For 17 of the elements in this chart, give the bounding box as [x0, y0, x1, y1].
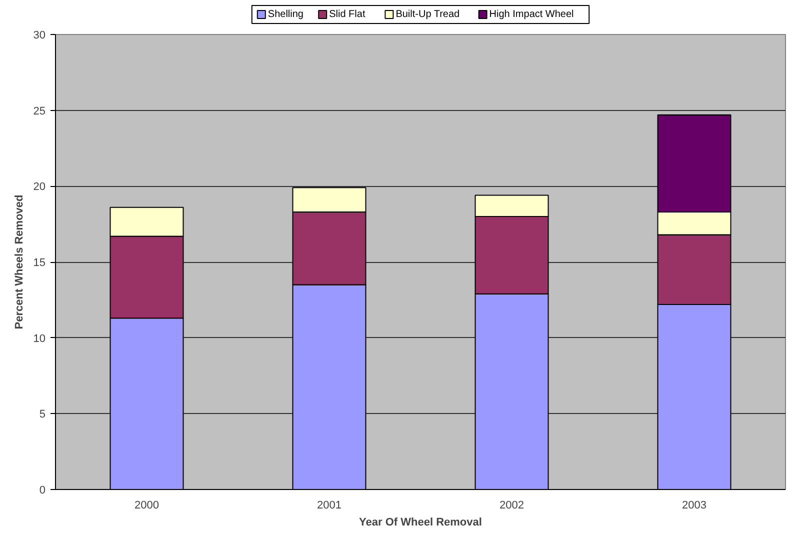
y-tick-label: 10	[33, 332, 46, 345]
y-tick-label: 15	[33, 257, 46, 269]
y-tick-label: 25	[33, 105, 46, 118]
y-tick-label: 20	[33, 181, 46, 194]
x-tick-label: 2000	[134, 500, 159, 512]
legend-label: Shelling	[268, 9, 304, 20]
y-tick-label: 30	[33, 30, 46, 42]
y-tick-label: 5	[39, 408, 46, 421]
legend-label: Slid Flat	[329, 9, 366, 20]
x-axis-title: Year Of Wheel Removal	[359, 516, 482, 528]
legend-label: Built-Up Tread	[396, 9, 460, 20]
y-axis-title: Percent Wheels Removed	[13, 194, 26, 330]
x-tick-label: 2003	[682, 500, 706, 512]
x-tick-label: 2002	[500, 500, 524, 512]
legend-label: High Impact Wheel	[489, 9, 574, 20]
y-tick-label: 0	[39, 484, 46, 496]
x-tick-label: 2001	[317, 500, 342, 512]
